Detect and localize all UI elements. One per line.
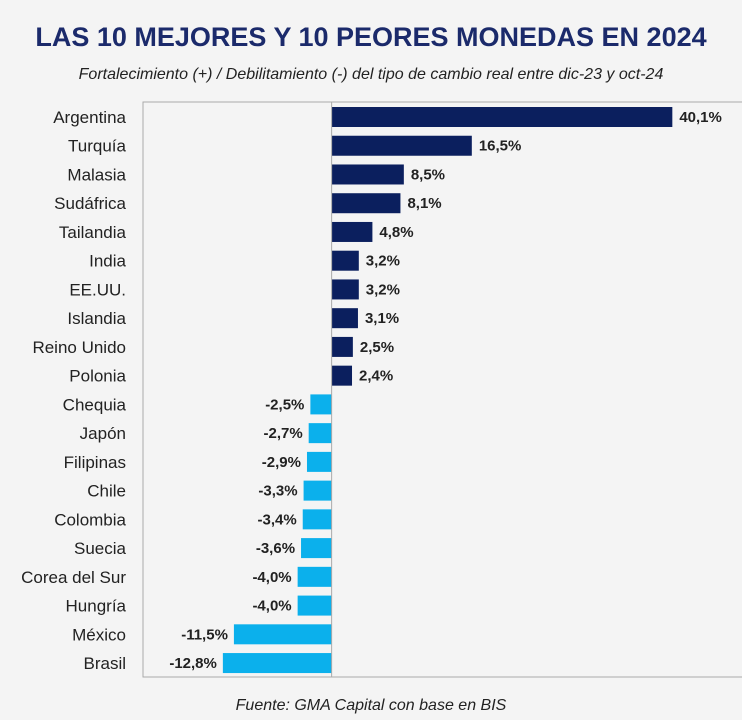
data-label: 8,5% (411, 166, 445, 183)
bar-16 (297, 566, 332, 587)
data-label: 4,8% (379, 224, 413, 241)
data-label: 3,2% (366, 253, 400, 270)
plot-frame (142, 101, 742, 678)
category-label: Colombia (54, 510, 126, 529)
chart-source: Fuente: GMA Capital con base en BIS (235, 697, 507, 714)
bar-14 (302, 509, 332, 530)
data-label: -4,0% (252, 569, 291, 586)
data-label: 40,1% (679, 109, 722, 126)
category-label: Sudáfrica (54, 194, 126, 213)
category-label: Turquía (68, 137, 127, 156)
data-label: 3,1% (365, 310, 399, 327)
category-label: Chile (87, 482, 126, 501)
category-label: India (89, 252, 126, 271)
data-label: 16,5% (479, 138, 522, 155)
bar-10 (310, 394, 332, 415)
data-label: 2,4% (359, 368, 393, 385)
bar-12 (306, 451, 332, 472)
data-label: -12,8% (169, 655, 217, 672)
category-label: Hungría (66, 597, 127, 616)
data-label: -2,5% (265, 396, 304, 413)
category-label: Japón (80, 424, 126, 443)
bar-9 (331, 365, 353, 386)
category-label: Tailandia (59, 223, 127, 242)
category-label: Islandia (67, 309, 126, 328)
bar-15 (301, 538, 332, 559)
category-label: México (72, 625, 126, 644)
data-label: -2,7% (263, 425, 302, 442)
chart-subtitle: Fortalecimiento (+) / Debilitamiento (-)… (78, 66, 664, 83)
data-label: 8,1% (407, 195, 441, 212)
bar-2 (331, 164, 404, 185)
category-label: Suecia (74, 539, 127, 558)
data-label: -11,5% (181, 626, 228, 643)
bar-5 (331, 250, 359, 271)
data-label: -2,9% (262, 454, 301, 471)
category-label: Filipinas (64, 453, 126, 472)
bar-17 (297, 595, 332, 616)
bar-11 (308, 423, 332, 444)
category-label: Argentina (53, 108, 126, 127)
bar-7 (331, 308, 358, 329)
bar-3 (331, 193, 401, 214)
category-label: Chequia (63, 395, 127, 414)
bar-6 (331, 279, 359, 300)
data-label: 2,5% (360, 339, 394, 356)
data-label: -3,4% (258, 511, 297, 528)
category-label: Malasia (67, 165, 126, 184)
bar-1 (331, 135, 472, 156)
chart-title: LAS 10 MEJORES Y 10 PEORES MONEDAS EN 20… (35, 22, 707, 52)
data-label: 3,2% (366, 281, 400, 298)
category-label: EE.UU. (69, 280, 126, 299)
bar-13 (303, 480, 332, 501)
category-label: Brasil (83, 654, 126, 673)
data-label: -3,3% (258, 483, 297, 500)
category-label: Polonia (69, 367, 126, 386)
bar-18 (233, 624, 332, 645)
bar-19 (222, 653, 332, 674)
bar-8 (331, 336, 353, 357)
category-label: Reino Unido (32, 338, 126, 357)
category-label: Corea del Sur (21, 568, 126, 587)
data-label: -3,6% (256, 540, 295, 557)
bar-0 (331, 107, 673, 127)
bar-4 (331, 221, 373, 242)
data-label: -4,0% (252, 598, 291, 615)
